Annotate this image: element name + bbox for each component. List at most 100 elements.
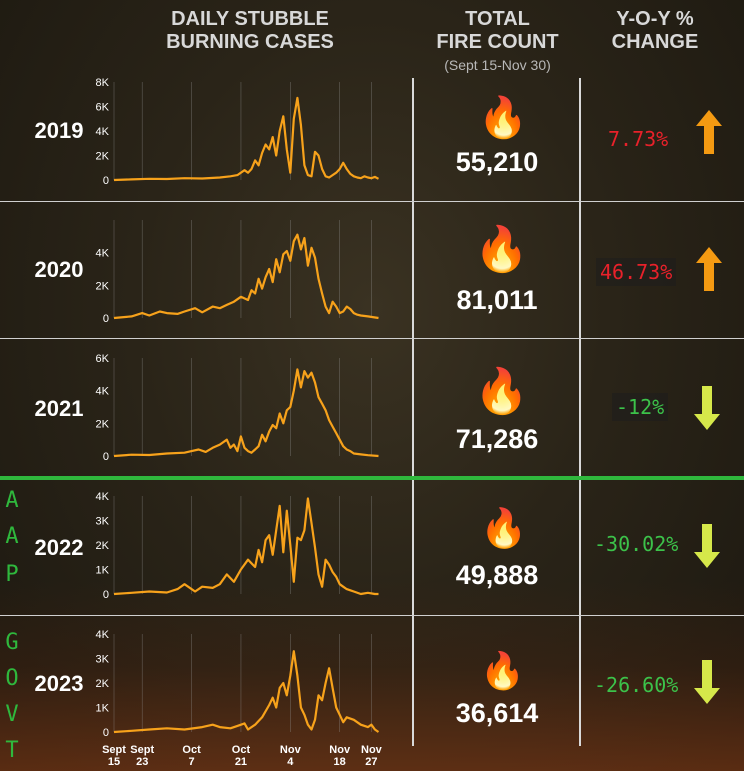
total-count-2020: 81,011 (456, 285, 538, 315)
yoy-value-2023: -26.60% (594, 673, 679, 697)
x-tick-label: Nov 18 (320, 744, 360, 768)
total-header-line-2: FIRE COUNT (436, 31, 559, 53)
background-glow (0, 581, 744, 771)
fire-icon-2022: 🔥 (480, 508, 528, 550)
y-tick-label: 6K (96, 353, 110, 365)
x-tick-label: Oct 7 (172, 744, 212, 768)
fire-icon-2019: 🔥 (478, 96, 528, 140)
x-tick-label: Oct 21 (221, 744, 261, 768)
series-line (113, 497, 379, 596)
row-divider-2 (0, 338, 744, 339)
series-line (113, 233, 379, 320)
y-tick-label: 2K (96, 678, 110, 690)
x-tick-day: 27 (365, 756, 378, 768)
daily-chart-2023: 0 1K 2K 3K 4K (96, 629, 380, 739)
series-line (113, 650, 380, 734)
government-change-divider (0, 476, 744, 480)
fire-icon-2021: 🔥 (474, 367, 529, 416)
down-arrow-icon-2021 (694, 386, 720, 430)
x-tick-month: Sept (130, 744, 155, 756)
x-tick-label: Sept 23 (122, 744, 162, 768)
x-tick-day: 23 (136, 756, 149, 768)
yoy-header-line-1: Y-O-Y % (616, 8, 694, 30)
y-tick-label: 3K (96, 516, 110, 528)
y-tick-label: 8K (96, 77, 110, 89)
y-tick-label: 4K (96, 629, 110, 641)
daily-chart-2022: 0 1K 2K 3K 4K (96, 491, 379, 601)
side-label-v: V (5, 702, 19, 727)
year-label-2021: 2021 (34, 396, 84, 421)
yoy-header-line-2: CHANGE (611, 31, 699, 53)
series-line (113, 96, 380, 182)
x-tick-day: 18 (333, 756, 346, 768)
side-label-t: T (5, 738, 19, 763)
y-tick-label: 6K (96, 102, 110, 114)
yoy-header: Y-O-Y % CHANGE (590, 8, 720, 54)
side-label-g: G (5, 630, 19, 655)
y-tick-label: 2K (96, 151, 110, 163)
column-divider-left (412, 78, 414, 746)
year-label-2022: 2022 (34, 535, 84, 560)
yoy-value-2020: 46.73% (596, 258, 677, 286)
y-tick-label: 0 (103, 451, 109, 463)
y-tick-label: 1K (96, 703, 110, 715)
down-arrow-icon-2022 (694, 524, 720, 568)
y-tick-label: 2K (96, 280, 110, 292)
row-divider-1 (0, 201, 744, 202)
x-tick-month: Nov (279, 744, 301, 756)
y-tick-label: 1K (96, 565, 110, 577)
y-tick-label: 2K (96, 540, 110, 552)
y-tick-label: 4K (96, 248, 110, 260)
x-tick-label: Sept 15 (94, 744, 134, 768)
x-tick-day: 7 (188, 756, 195, 768)
x-tick-day: 21 (234, 756, 248, 768)
series-line (113, 368, 379, 458)
total-count-2023: 36,614 (455, 698, 539, 728)
yoy-value-2019: 7.73% (608, 127, 669, 151)
total-count-2019: 55,210 (455, 147, 539, 177)
x-tick-month: Nov (361, 744, 382, 756)
daily-chart-2021: 0 2K 4K 6K (96, 353, 379, 463)
fire-icon-2023: 🔥 (480, 650, 525, 691)
y-tick-label: 4K (96, 491, 110, 503)
side-label-p: P (5, 562, 19, 587)
down-arrow-icon-2023 (694, 660, 720, 704)
x-tick-month: Oct (231, 744, 251, 756)
side-label-a2: A (5, 524, 19, 549)
year-label-2019: 2019 (34, 118, 84, 143)
side-label-o: O (5, 666, 19, 691)
x-tick-month: Sept (102, 744, 126, 756)
y-tick-label: 4K (96, 386, 110, 398)
row-divider-4 (0, 615, 744, 616)
x-tick-day: 4 (287, 756, 294, 768)
y-tick-label: 0 (103, 727, 109, 739)
y-tick-label: 4K (96, 126, 110, 138)
y-tick-label: 0 (103, 175, 109, 187)
daily-header: DAILY STUBBLE BURNING CASES (140, 8, 360, 54)
y-tick-label: 2K (96, 418, 110, 430)
y-tick-label: 0 (103, 313, 109, 325)
up-arrow-icon-2020 (696, 247, 722, 291)
daily-header-line-2: BURNING CASES (166, 31, 334, 53)
x-tick-label: Nov 27 (351, 744, 391, 768)
total-count-2021: 71,286 (455, 424, 539, 454)
x-tick-month: Nov (329, 744, 351, 756)
year-label-2023: 2023 (34, 671, 84, 696)
y-tick-label: 0 (103, 589, 109, 601)
yoy-value-2022: -30.02% (594, 532, 679, 556)
total-count-2022: 49,888 (455, 560, 539, 590)
yoy-value-2021: -12% (612, 393, 669, 421)
x-tick-day: 15 (107, 756, 121, 768)
year-label-2020: 2020 (34, 257, 84, 282)
y-tick-label: 3K (96, 654, 110, 666)
daily-header-line-1: DAILY STUBBLE (171, 8, 329, 30)
total-header-line-1: TOTAL (465, 8, 530, 30)
total-header: TOTAL FIRE COUNT (420, 8, 575, 54)
fire-icon-2020: 🔥 (474, 225, 529, 274)
daily-chart-2020: 0 2K 4K (96, 220, 379, 325)
total-subheader: (Sept 15-Nov 30) (444, 57, 551, 73)
side-label-a1: A (5, 488, 19, 513)
column-divider-right (579, 78, 581, 746)
up-arrow-icon-2019 (696, 110, 722, 154)
x-tick-month: Oct (182, 744, 201, 756)
